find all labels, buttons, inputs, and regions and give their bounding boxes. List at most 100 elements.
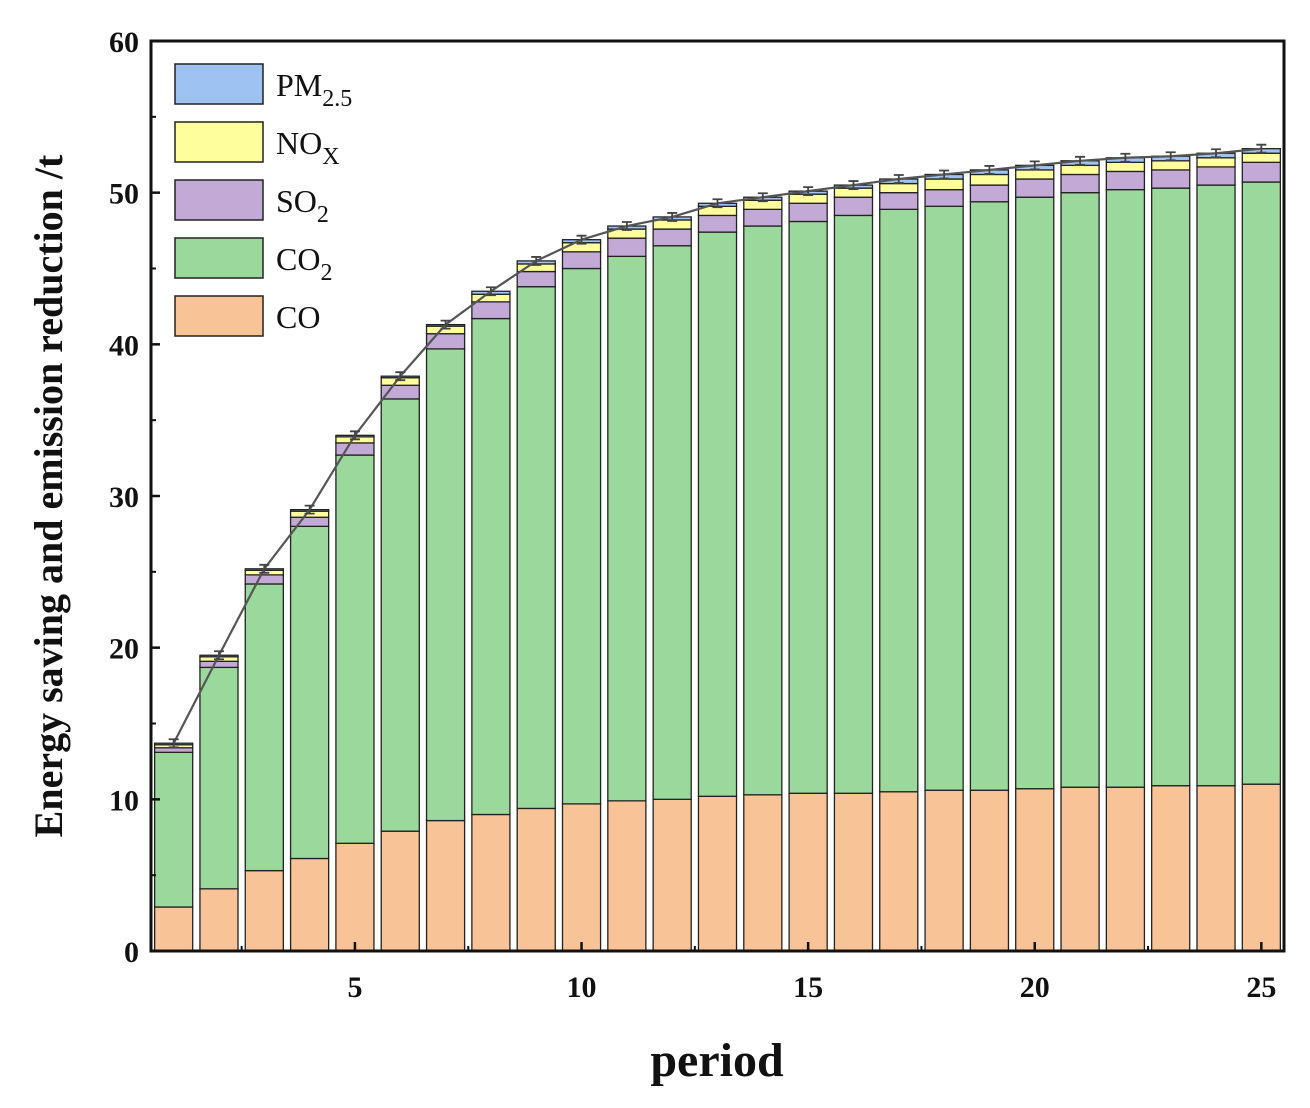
total-marker-24 xyxy=(1211,148,1222,159)
y-tick-label-0: 0 xyxy=(124,936,139,969)
bar-co-14 xyxy=(743,794,783,952)
total-marker-11 xyxy=(621,221,632,231)
bar-so2-4 xyxy=(289,516,330,527)
legend-label-2: SO2 xyxy=(276,183,329,228)
bar-co2-6 xyxy=(380,398,420,832)
bar-so2-13 xyxy=(697,214,738,233)
y-tick-label-40: 40 xyxy=(109,329,139,362)
total-marker-13 xyxy=(712,198,723,209)
total-marker-20 xyxy=(1029,160,1040,171)
bar-co2-17 xyxy=(879,208,919,793)
total-marker-2 xyxy=(213,650,224,661)
bar-co-12 xyxy=(652,798,692,952)
bar-co2-13 xyxy=(697,231,738,797)
bar-co2-3 xyxy=(244,583,284,872)
bar-so2-17 xyxy=(879,192,919,211)
total-marker-9 xyxy=(531,256,542,266)
bar-so2-8 xyxy=(471,301,511,320)
legend-label-3: CO2 xyxy=(276,241,332,286)
legend-swatch-4 xyxy=(174,295,264,337)
bar-co-21 xyxy=(1060,786,1100,952)
bar-so2-23 xyxy=(1151,169,1191,189)
total-marker-4 xyxy=(304,504,315,515)
y-tick-label-60: 60 xyxy=(109,26,139,59)
y-axis-title: Energy saving and emission reduction /t xyxy=(26,154,71,837)
bar-co-18 xyxy=(924,789,964,952)
bar-nox-22 xyxy=(1105,161,1146,173)
bar-nox-21 xyxy=(1060,164,1100,176)
total-marker-5 xyxy=(349,430,360,441)
bar-co-25 xyxy=(1241,783,1282,952)
bar-co2-19 xyxy=(969,201,1010,791)
bar-so2-14 xyxy=(743,208,783,227)
bar-co-3 xyxy=(244,869,284,952)
bar-nox-18 xyxy=(924,178,964,191)
bar-co2-12 xyxy=(652,245,692,800)
bar-nox-19 xyxy=(969,173,1010,186)
legend: PM2.5 NOX SO2 CO2 CO xyxy=(174,63,352,337)
total-marker-16 xyxy=(848,180,859,190)
bar-co2-20 xyxy=(1015,196,1055,790)
bar-co2-21 xyxy=(1060,192,1100,788)
legend-swatch-0 xyxy=(174,63,264,105)
bar-co2-8 xyxy=(471,317,511,816)
bar-co2-23 xyxy=(1151,187,1191,787)
x-tick-label-20: 20 xyxy=(1020,971,1050,1004)
bar-co2-4 xyxy=(289,525,330,860)
bar-co2-9 xyxy=(516,286,556,810)
total-marker-25 xyxy=(1256,143,1267,154)
bar-so2-2 xyxy=(199,660,239,669)
bar-co2-14 xyxy=(743,225,783,796)
total-marker-3 xyxy=(259,563,270,574)
bar-co2-16 xyxy=(833,214,874,794)
bar-co-10 xyxy=(561,803,602,952)
bar-co2-25 xyxy=(1241,181,1282,785)
total-marker-7 xyxy=(440,319,451,330)
bar-nox-20 xyxy=(1015,169,1055,180)
bar-co-24 xyxy=(1196,785,1236,952)
total-trend-line xyxy=(168,143,1267,749)
bar-co2-18 xyxy=(924,205,964,791)
bar-co-17 xyxy=(879,791,919,952)
bar-co2-15 xyxy=(788,220,828,794)
bar-so2-3 xyxy=(244,574,284,585)
bar-co-5 xyxy=(335,842,375,952)
legend-label-4: CO xyxy=(276,299,320,335)
bar-co-6 xyxy=(380,830,420,952)
legend-label-1: NOX xyxy=(276,125,340,170)
bar-co2-10 xyxy=(561,267,602,805)
legend-swatch-3 xyxy=(174,237,264,279)
bar-so2-24 xyxy=(1196,166,1236,186)
legend-label-0: PM2.5 xyxy=(276,67,352,112)
x-tick-label-5: 5 xyxy=(347,971,362,1004)
total-marker-15 xyxy=(803,186,814,197)
bar-co-19 xyxy=(969,789,1010,952)
total-marker-23 xyxy=(1165,151,1176,162)
bar-so2-1 xyxy=(153,747,194,753)
total-marker-19 xyxy=(984,165,995,175)
bar-co-8 xyxy=(471,813,511,952)
bar-co2-24 xyxy=(1196,184,1236,787)
bar-co-2 xyxy=(199,888,239,952)
bar-co-20 xyxy=(1015,788,1055,952)
legend-swatch-1 xyxy=(174,121,264,163)
bar-co-9 xyxy=(516,807,556,952)
total-marker-18 xyxy=(939,169,950,180)
x-tick-label-15: 15 xyxy=(793,971,823,1004)
total-marker-1 xyxy=(168,738,179,749)
bar-co2-22 xyxy=(1105,188,1146,788)
bar-so2-21 xyxy=(1060,173,1100,194)
y-tick-label-30: 30 xyxy=(109,481,139,514)
bar-so2-5 xyxy=(335,442,375,456)
bar-co2-2 xyxy=(199,666,239,890)
bar-so2-25 xyxy=(1241,161,1282,183)
bar-so2-11 xyxy=(607,237,647,258)
bar-so2-15 xyxy=(788,202,828,223)
y-tick-label-50: 50 xyxy=(109,178,139,211)
bar-nox-23 xyxy=(1151,160,1191,171)
total-marker-21 xyxy=(1075,155,1086,166)
x-tick-label-10: 10 xyxy=(567,971,597,1004)
bar-so2-20 xyxy=(1015,178,1055,198)
bar-so2-10 xyxy=(561,251,602,270)
